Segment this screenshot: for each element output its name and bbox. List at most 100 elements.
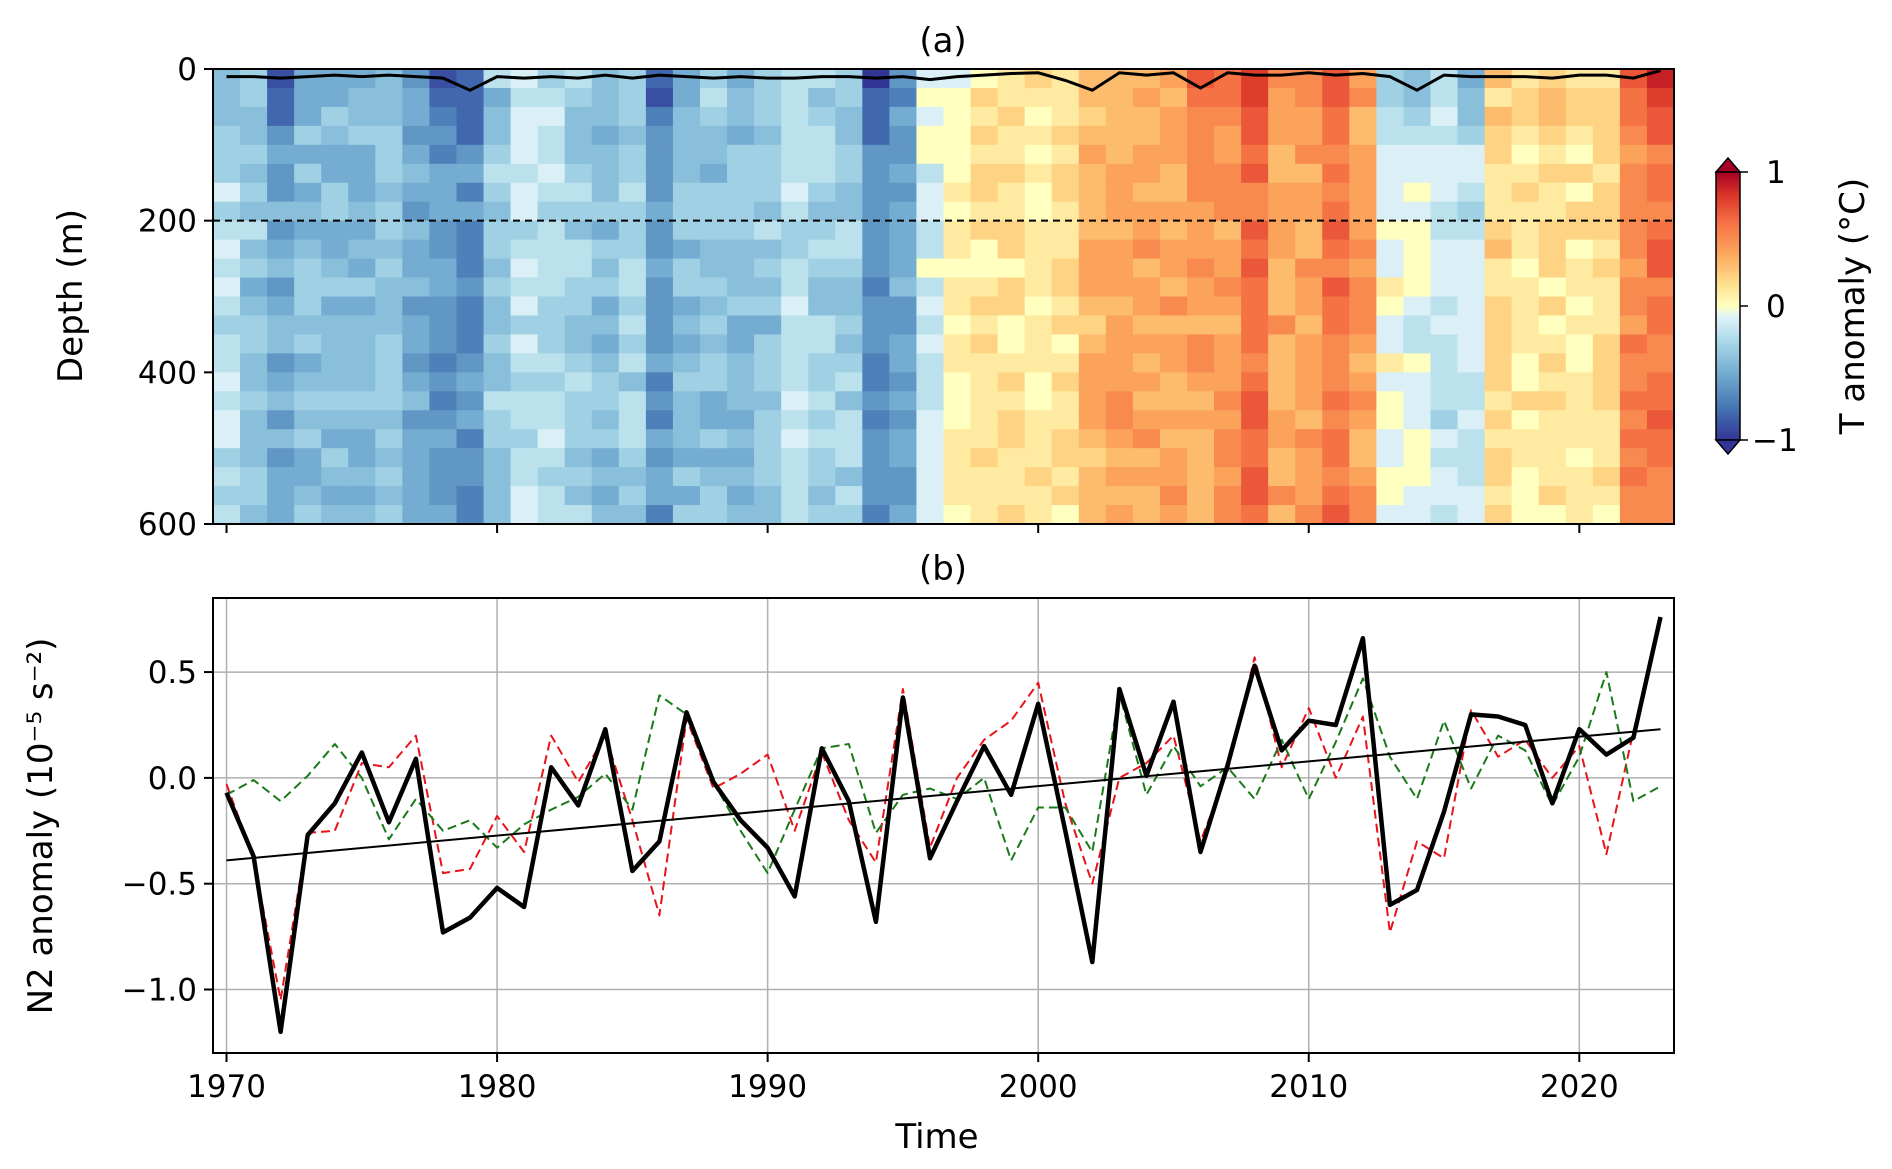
heat-cell: [1132, 106, 1161, 127]
heat-cell: [1565, 486, 1594, 506]
heat-cell: [1538, 144, 1567, 165]
heat-cell: [1295, 239, 1323, 260]
heat-cell: [1511, 429, 1540, 449]
heat-cell: [1376, 239, 1405, 260]
heat-cell: [429, 144, 458, 165]
heat-cell: [1132, 315, 1161, 336]
heat-cell: [1349, 163, 1377, 184]
heat-cell: [375, 163, 403, 184]
heat-cell: [1322, 505, 1350, 524]
panel-a-y-ticks: 0 200 400 600: [138, 52, 213, 543]
heat-cell: [348, 87, 376, 108]
heat-cell: [943, 429, 972, 449]
heat-cell: [1322, 201, 1350, 222]
heat-cell: [1403, 220, 1432, 241]
heat-cell: [321, 182, 349, 203]
heat-cell: [1051, 277, 1080, 298]
heat-cell: [1376, 505, 1405, 524]
heat-cell: [213, 125, 241, 146]
heat-cell: [1457, 69, 1486, 89]
heat-cell: [672, 391, 701, 411]
heat-cell: [1241, 163, 1269, 184]
heat-cell: [754, 467, 782, 487]
heat-cell: [1511, 334, 1540, 354]
heat-cell: [1268, 87, 1296, 108]
heat-cell: [808, 163, 836, 184]
heat-cell: [267, 106, 295, 127]
heat-cell: [862, 258, 890, 279]
heat-cell: [1619, 486, 1648, 506]
heat-cell: [645, 467, 674, 487]
heat-cell: [1241, 429, 1269, 449]
heat-cell: [1430, 353, 1459, 373]
heat-cell: [1214, 505, 1242, 524]
heat-cell: [727, 467, 755, 487]
heat-cell: [672, 334, 701, 354]
heat-cell: [1484, 125, 1513, 146]
heat-cell: [1078, 258, 1107, 279]
heat-cell: [1349, 220, 1377, 241]
heat-cell: [510, 163, 539, 184]
heat-cell: [1159, 410, 1188, 430]
heat-cell: [1403, 486, 1432, 506]
heat-cell: [1430, 296, 1459, 317]
heat-cell: [1268, 315, 1296, 336]
heat-cell: [1430, 69, 1459, 89]
heat-cell: [1214, 182, 1242, 203]
heat-cell: [564, 296, 593, 317]
heat-cell: [1322, 125, 1350, 146]
heat-cell: [1646, 391, 1674, 411]
heat-cell: [1538, 334, 1567, 354]
heat-cell: [1024, 353, 1053, 373]
y-tick-label: 200: [138, 204, 197, 240]
heat-cell: [1024, 125, 1053, 146]
heat-cell: [943, 315, 972, 336]
heat-cell: [213, 391, 241, 411]
heat-cell: [1078, 220, 1107, 241]
heat-cell: [727, 182, 755, 203]
heat-cell: [754, 315, 782, 336]
heat-cell: [564, 315, 593, 336]
heat-cell: [1457, 353, 1486, 373]
heat-cell: [402, 391, 431, 411]
heat-cell: [727, 334, 755, 354]
heat-cell: [1565, 69, 1594, 89]
heat-cell: [1322, 448, 1350, 468]
heat-cell: [618, 239, 647, 260]
heat-cell: [943, 410, 972, 430]
heat-cell: [1538, 163, 1567, 184]
heat-cell: [1646, 87, 1674, 108]
heat-cell: [1511, 277, 1540, 298]
heat-cell: [1403, 410, 1432, 430]
heat-cell: [1241, 296, 1269, 317]
heat-cell: [1430, 334, 1459, 354]
heat-cell: [321, 69, 349, 89]
heat-cell: [1619, 410, 1648, 430]
heat-cell: [618, 505, 647, 524]
heat-cell: [1619, 372, 1648, 392]
heat-cell: [321, 239, 349, 260]
heat-cell: [267, 258, 295, 279]
heat-cell: [213, 106, 241, 127]
heat-cell: [429, 125, 458, 146]
heat-cell: [294, 391, 322, 411]
heat-cell: [1322, 163, 1350, 184]
heat-cell: [267, 296, 295, 317]
heat-cell: [1619, 448, 1648, 468]
heat-cell: [1024, 505, 1053, 524]
heat-cell: [213, 505, 241, 524]
heat-cell: [348, 486, 376, 506]
heat-cell: [1051, 429, 1080, 449]
heat-cell: [727, 296, 755, 317]
heat-cell: [1295, 106, 1323, 127]
heat-cell: [375, 391, 403, 411]
heat-cell: [781, 429, 809, 449]
heat-cell: [889, 87, 918, 108]
heat-cell: [808, 372, 836, 392]
heat-cell: [1376, 125, 1405, 146]
heat-cell: [402, 144, 431, 165]
heat-cell: [1187, 106, 1215, 127]
heat-cell: [1511, 106, 1540, 127]
heat-cell: [1159, 334, 1188, 354]
heat-cell: [835, 467, 863, 487]
